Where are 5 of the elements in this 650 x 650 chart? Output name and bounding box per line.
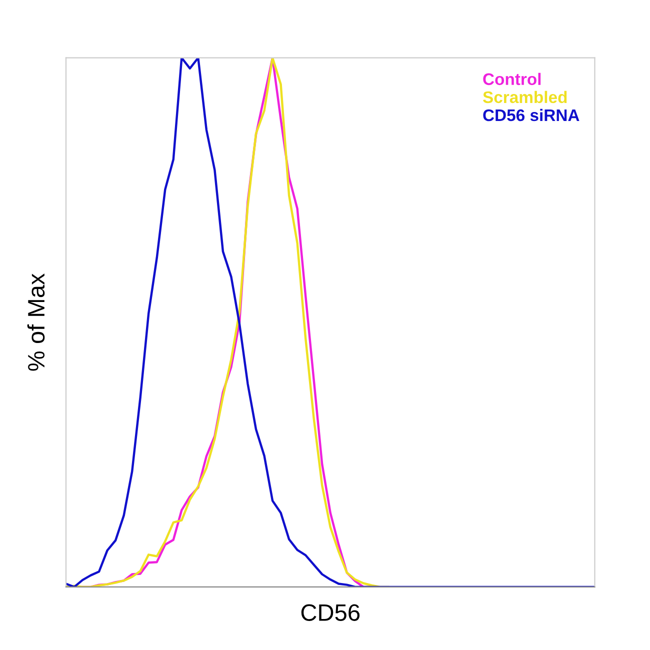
text: CD56 siRNA: [483, 108, 580, 122]
text: Control: [483, 72, 541, 86]
text: Scrambled: [482, 90, 567, 104]
y-axis-title: % of Max: [27, 273, 45, 371]
x-axis-title: CD56: [301, 604, 360, 621]
